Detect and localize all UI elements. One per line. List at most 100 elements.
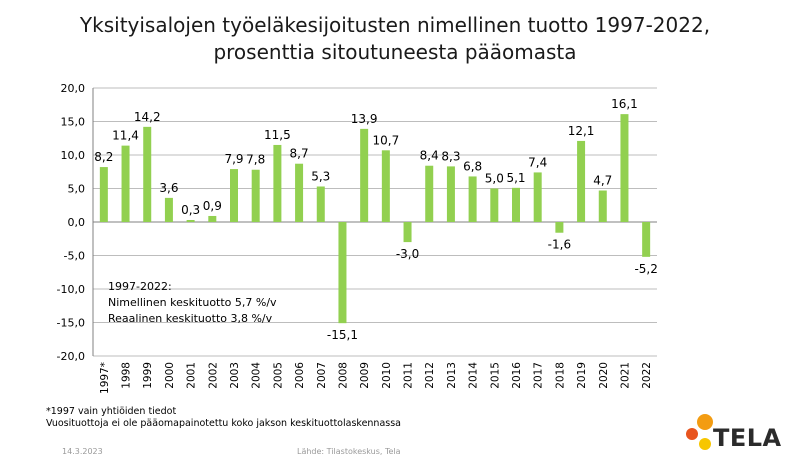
x-tick-label: 2002 bbox=[207, 362, 219, 389]
annotation-period: 1997-2022: bbox=[108, 280, 172, 293]
average-return-annotation: 1997-2022: Nimellinen keskituotto 5,7 %/… bbox=[108, 279, 277, 327]
x-tick-label: 2011 bbox=[403, 362, 415, 389]
footer-date: 14.3.2023 bbox=[62, 447, 103, 456]
footnote-weighting: Vuosituottoja ei ole pääomapainotettu ko… bbox=[46, 418, 401, 429]
data-label: 4,7 bbox=[593, 174, 612, 188]
data-label: 0,3 bbox=[181, 203, 200, 217]
x-tick-label: 2007 bbox=[316, 362, 328, 389]
data-label: 3,6 bbox=[159, 181, 178, 195]
bar bbox=[490, 188, 499, 222]
data-label: 8,3 bbox=[441, 149, 460, 163]
data-label: 7,9 bbox=[224, 152, 243, 166]
data-labels: 8,2 11,4 14,2 3,60,3 0,9 7,9 7,8 11,5 8,75,3 -15,… bbox=[94, 97, 658, 342]
x-tick-label: 2009 bbox=[359, 362, 371, 389]
x-tick-label: 2019 bbox=[576, 362, 588, 389]
data-label: 16,1 bbox=[611, 97, 638, 111]
data-label: 5,0 bbox=[485, 172, 504, 186]
tela-logo: TELA bbox=[683, 412, 783, 462]
data-label: 13,9 bbox=[351, 112, 378, 126]
data-label: 11,4 bbox=[112, 129, 139, 143]
bar bbox=[381, 150, 390, 222]
x-tick-label: 2005 bbox=[272, 362, 284, 389]
chart-title-line-2: prosenttia sitoutuneesta pääomasta bbox=[213, 40, 577, 64]
footnotes: *1997 vain yhtiöiden tiedot Vuosituottoj… bbox=[46, 406, 401, 430]
annotation-nominal-average: Nimellinen keskituotto 5,7 %/v bbox=[108, 296, 277, 309]
bar bbox=[121, 145, 130, 222]
y-tick-label: 0,0 bbox=[68, 216, 86, 229]
x-tick-label: 2012 bbox=[424, 362, 436, 389]
bar bbox=[598, 190, 607, 222]
bar bbox=[360, 128, 369, 222]
x-tick-label: 2022 bbox=[641, 362, 653, 389]
bar bbox=[577, 140, 586, 222]
y-tick-label: -20,0 bbox=[57, 350, 85, 363]
x-tick-label: 2015 bbox=[489, 362, 501, 389]
tela-logo-mark-icon bbox=[686, 414, 713, 450]
bar bbox=[403, 222, 412, 243]
data-label: 8,4 bbox=[420, 149, 439, 163]
bar bbox=[208, 215, 217, 222]
bar bbox=[468, 176, 477, 222]
y-tick-label: 5,0 bbox=[68, 183, 86, 196]
bar bbox=[316, 186, 325, 222]
x-tick-label: 1999 bbox=[142, 362, 154, 389]
x-tick-label: 2004 bbox=[251, 362, 263, 389]
data-label: -5,2 bbox=[634, 262, 657, 276]
data-label: 6,8 bbox=[463, 159, 482, 173]
annotation-real-average: Reaalinen keskituotto 3,8 %/v bbox=[108, 312, 273, 325]
y-tick-label: -5,0 bbox=[64, 250, 85, 263]
data-label: -1,6 bbox=[548, 238, 571, 252]
y-tick-label: -10,0 bbox=[57, 283, 85, 296]
data-label: 12,1 bbox=[568, 124, 595, 138]
x-tick-label: 2016 bbox=[511, 362, 523, 389]
bar bbox=[295, 163, 304, 222]
bar bbox=[512, 187, 520, 222]
bar bbox=[555, 222, 564, 233]
data-label: 10,7 bbox=[372, 133, 399, 147]
x-tick-label: 2003 bbox=[229, 362, 241, 389]
x-tick-label: 2014 bbox=[468, 362, 480, 389]
x-tick-label: 2008 bbox=[337, 362, 349, 389]
y-tick-label: 10,0 bbox=[61, 149, 86, 162]
data-label: 5,3 bbox=[311, 169, 330, 183]
bar bbox=[446, 166, 455, 222]
y-tick-label: -15,0 bbox=[57, 317, 85, 330]
bar bbox=[164, 197, 173, 222]
bars bbox=[99, 114, 651, 324]
bar bbox=[338, 222, 347, 324]
data-label: 11,5 bbox=[264, 128, 291, 142]
x-tick-label: 1998 bbox=[121, 362, 133, 389]
data-label: 14,2 bbox=[134, 110, 161, 124]
data-label: -15,1 bbox=[327, 328, 358, 342]
bar bbox=[425, 165, 434, 222]
footnote-1997: *1997 vain yhtiöiden tiedot bbox=[46, 406, 177, 417]
x-tick-label: 2018 bbox=[554, 362, 566, 389]
bar bbox=[143, 126, 152, 222]
bar bbox=[533, 172, 542, 222]
x-tick-label: 1997* bbox=[99, 362, 111, 394]
bar bbox=[620, 114, 629, 222]
x-tick-label: 2017 bbox=[533, 362, 545, 389]
bar bbox=[273, 144, 282, 222]
y-axis-tick-labels: 20,0 15,0 10,0 5,0 0,0 -5,0 -10,0 -15,0 -20,0 bbox=[57, 82, 85, 363]
x-tick-label: 2013 bbox=[446, 362, 458, 389]
bar bbox=[99, 167, 108, 222]
bar bbox=[230, 169, 238, 222]
data-label: 8,2 bbox=[94, 150, 113, 164]
chart-title: Yksityisalojen työeläkesijoitusten nimel… bbox=[40, 12, 750, 66]
x-tick-label: 2001 bbox=[186, 362, 198, 389]
data-label: 5,1 bbox=[506, 171, 525, 185]
bar bbox=[186, 219, 195, 222]
x-tick-label: 2006 bbox=[294, 362, 306, 389]
bar bbox=[642, 222, 651, 257]
x-tick-label: 2010 bbox=[381, 362, 393, 389]
footer-source: Lähde: Tilastokeskus, Tela bbox=[297, 447, 401, 456]
data-label: 8,7 bbox=[290, 147, 309, 161]
x-axis-tick-labels: 1997* 1998 1999 2000 2001 2002 2003 2004 2005 200… bbox=[99, 362, 653, 394]
tela-logo-text: TELA bbox=[713, 424, 782, 452]
x-tick-label: 2020 bbox=[598, 362, 610, 389]
chart-title-line-1: Yksityisalojen työeläkesijoitusten nimel… bbox=[79, 13, 711, 37]
y-tick-label: 20,0 bbox=[61, 82, 86, 95]
data-label: 7,4 bbox=[528, 155, 547, 169]
